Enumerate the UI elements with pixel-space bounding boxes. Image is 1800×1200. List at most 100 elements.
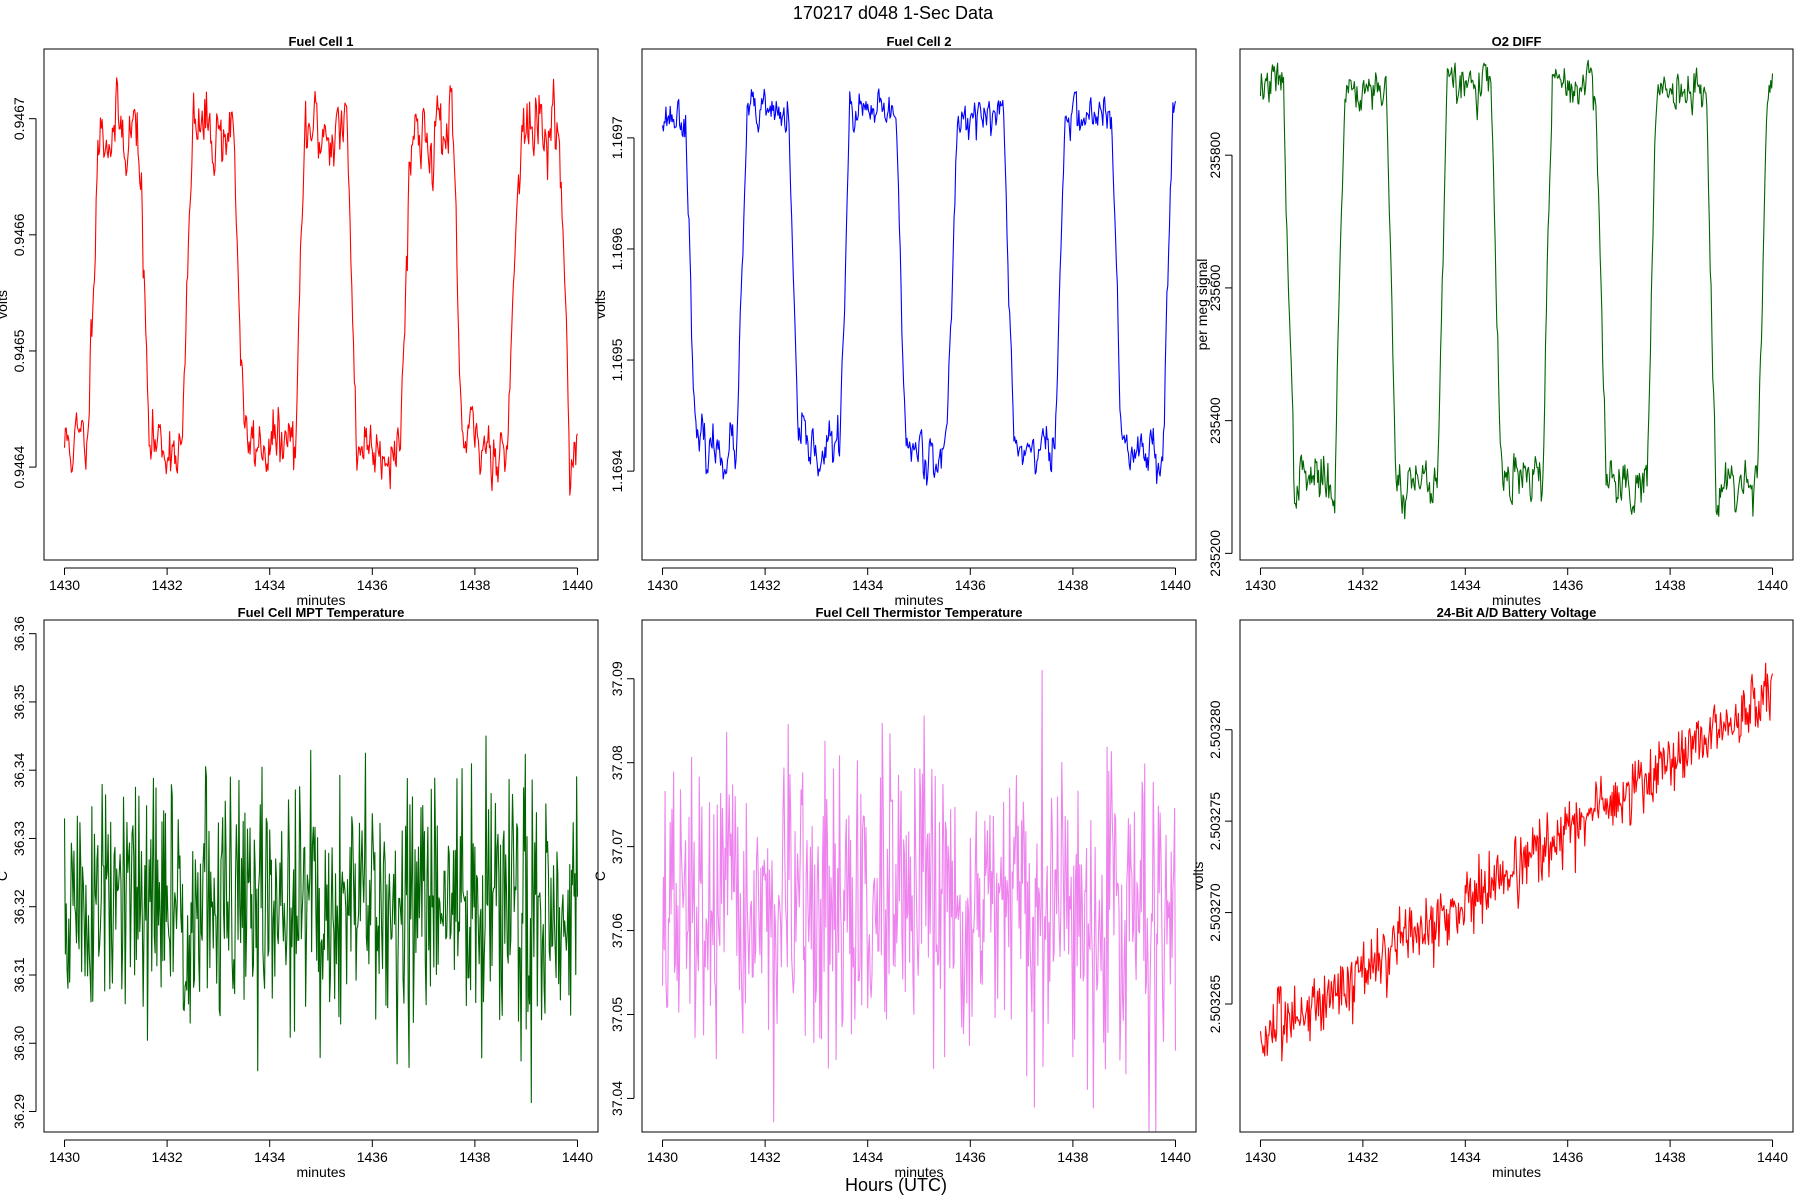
x-tick-label: 1438 (1057, 577, 1088, 593)
x-tick-label: 1438 (459, 1149, 490, 1165)
panel-title: Fuel Cell 1 (288, 34, 353, 49)
x-tick-label: 1432 (152, 1149, 183, 1165)
y-tick-label: 37.09 (609, 661, 625, 696)
x-axis-label: minutes (296, 1164, 345, 1180)
x-axis-label: minutes (894, 592, 943, 608)
y-tick-label: 36.29 (11, 1094, 27, 1129)
x-tick-label: 1434 (852, 1149, 883, 1165)
y-tick-label: 2.503280 (1207, 700, 1223, 759)
y-tick-label: 235200 (1207, 530, 1223, 577)
y-axis-label: C (0, 871, 10, 881)
x-tick-label: 1434 (1450, 1149, 1481, 1165)
x-tick-label: 1434 (1450, 577, 1481, 593)
y-tick-label: 0.9466 (11, 213, 27, 256)
y-tick-label: 0.9464 (11, 445, 27, 488)
x-tick-label: 1432 (152, 577, 183, 593)
x-tick-label: 1436 (955, 577, 986, 593)
y-tick-label: 0.9465 (11, 329, 27, 372)
y-axis-label: per meg signal (1194, 259, 1210, 351)
y-tick-label: 2.503275 (1207, 792, 1223, 851)
plot-frame (43, 619, 599, 1133)
figure-title: 170217 d048 1-Sec Data (793, 3, 994, 23)
y-tick-label: 2.503265 (1207, 975, 1223, 1034)
chart-panels: Fuel Cell 1 1430 1432 1434 1436 1438 1440 minut… (0, 34, 1794, 1180)
x-tick-label: 1434 (254, 577, 285, 593)
y-tick-label: 1.1697 (609, 116, 625, 159)
y-tick-label: 37.04 (609, 1081, 625, 1116)
x-tick-label: 1436 (357, 1149, 388, 1165)
x-tick-label: 1438 (459, 577, 490, 593)
x-axis-label: minutes (1492, 1164, 1541, 1180)
x-tick-label: 1436 (357, 577, 388, 593)
chart-panel-5: Fuel Cell Thermistor Temperature 1430 1432… (592, 605, 1197, 1180)
y-tick-label: 37.07 (609, 829, 625, 864)
y-axis-label: C (592, 871, 608, 881)
y-tick-label: 36.30 (11, 1026, 27, 1061)
panel-title: Fuel Cell MPT Temperature (238, 605, 405, 620)
series-line (661, 88, 1177, 486)
panel-title: Fuel Cell Thermistor Temperature (815, 605, 1022, 620)
x-tick-label: 1432 (750, 577, 781, 593)
x-tick-label: 1438 (1057, 1149, 1088, 1165)
chart-panel-3: O2 DIFF 1430 1432 1434 1436 1438 1440 minutes 23… (1194, 34, 1794, 608)
y-tick-label: 37.06 (609, 913, 625, 948)
chart-panel-4: Fuel Cell MPT Temperature 1430 1432 1434 143… (0, 605, 599, 1180)
y-tick-label: 36.31 (11, 957, 27, 992)
y-tick-label: 1.1695 (609, 338, 625, 381)
plot-frame (1239, 48, 1794, 561)
x-tick-label: 1434 (852, 577, 883, 593)
x-axis-label: minutes (1492, 592, 1541, 608)
x-tick-label: 1430 (1245, 1149, 1276, 1165)
chart-panel-1: Fuel Cell 1 1430 1432 1434 1436 1438 1440 minut… (0, 34, 599, 608)
x-tick-label: 1438 (1655, 1149, 1686, 1165)
x-tick-label: 1440 (1757, 577, 1788, 593)
x-tick-label: 1432 (1347, 577, 1378, 593)
y-tick-label: 235800 (1207, 132, 1223, 179)
y-axis-label: volts (0, 290, 10, 319)
y-tick-label: 36.32 (11, 889, 27, 924)
x-tick-label: 1440 (562, 577, 593, 593)
y-tick-label: 36.33 (11, 821, 27, 856)
y-axis-label: volts (592, 290, 608, 319)
x-tick-label: 1430 (1245, 577, 1276, 593)
y-tick-label: 37.05 (609, 997, 625, 1032)
plot-frame (43, 48, 599, 561)
x-tick-label: 1430 (49, 577, 80, 593)
x-tick-label: 1440 (1160, 1149, 1191, 1165)
y-tick-label: 2.503270 (1207, 883, 1223, 942)
plot-frame (641, 48, 1197, 561)
y-tick-label: 36.34 (11, 752, 27, 787)
x-tick-label: 1438 (1655, 577, 1686, 593)
y-axis-label: volts (1190, 862, 1206, 891)
series-line (661, 669, 1177, 1132)
y-tick-label: 37.08 (609, 745, 625, 780)
series-line (63, 77, 578, 496)
panel-title: O2 DIFF (1492, 34, 1542, 49)
x-axis-label: minutes (296, 592, 345, 608)
x-tick-label: 1434 (254, 1149, 285, 1165)
series-line (1259, 59, 1774, 520)
x-tick-label: 1432 (750, 1149, 781, 1165)
y-tick-label: 0.9467 (11, 97, 27, 140)
y-tick-label: 1.1696 (609, 227, 625, 270)
y-tick-label: 36.35 (11, 684, 27, 719)
x-tick-label: 1436 (1552, 1149, 1583, 1165)
x-tick-label: 1440 (1757, 1149, 1788, 1165)
series-line (63, 735, 579, 1104)
y-tick-label: 1.1694 (609, 450, 625, 493)
panel-title: Fuel Cell 2 (886, 34, 951, 49)
y-tick-label: 235400 (1207, 397, 1223, 444)
x-tick-label: 1432 (1347, 1149, 1378, 1165)
global-x-axis-label: Hours (UTC) (845, 1175, 947, 1195)
x-axis-label: minutes (894, 1164, 943, 1180)
x-tick-label: 1440 (562, 1149, 593, 1165)
chart-panel-2: Fuel Cell 2 1430 1432 1434 1436 1438 1440 minut… (592, 34, 1197, 608)
x-tick-label: 1436 (955, 1149, 986, 1165)
y-tick-label: 36.36 (11, 616, 27, 651)
y-tick-label: 235600 (1207, 264, 1223, 311)
x-tick-label: 1430 (49, 1149, 80, 1165)
series-line (1259, 662, 1774, 1062)
x-tick-label: 1430 (647, 1149, 678, 1165)
x-tick-label: 1440 (1160, 577, 1191, 593)
